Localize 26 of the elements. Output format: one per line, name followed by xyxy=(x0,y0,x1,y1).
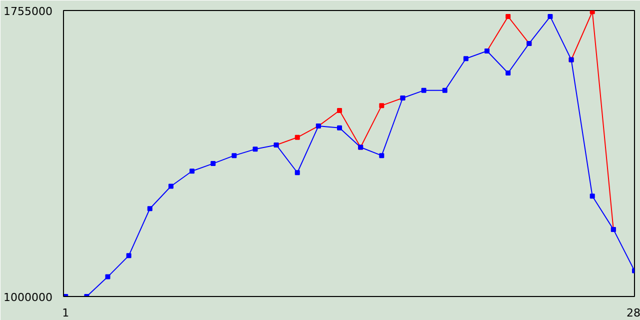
point xyxy=(590,10,595,14)
point xyxy=(190,168,195,174)
point xyxy=(294,134,300,140)
point xyxy=(337,108,342,114)
point xyxy=(442,88,448,93)
point xyxy=(252,146,258,152)
point xyxy=(210,161,216,166)
point xyxy=(379,153,384,158)
x-tick-label: 28 xyxy=(626,306,640,320)
point xyxy=(506,70,511,76)
point xyxy=(105,274,110,280)
point xyxy=(548,14,553,20)
y-tick-label: 1755000 xyxy=(4,5,53,18)
x-tick-label: 1 xyxy=(62,306,70,320)
point xyxy=(506,14,511,20)
point xyxy=(232,153,237,158)
y-tick-label: 1000000 xyxy=(4,291,53,304)
point xyxy=(421,88,426,93)
point xyxy=(126,253,132,258)
point xyxy=(379,103,384,108)
point xyxy=(147,206,152,212)
point xyxy=(294,170,300,176)
point xyxy=(168,184,174,189)
point xyxy=(337,125,342,130)
point xyxy=(590,194,595,199)
point xyxy=(463,56,468,62)
